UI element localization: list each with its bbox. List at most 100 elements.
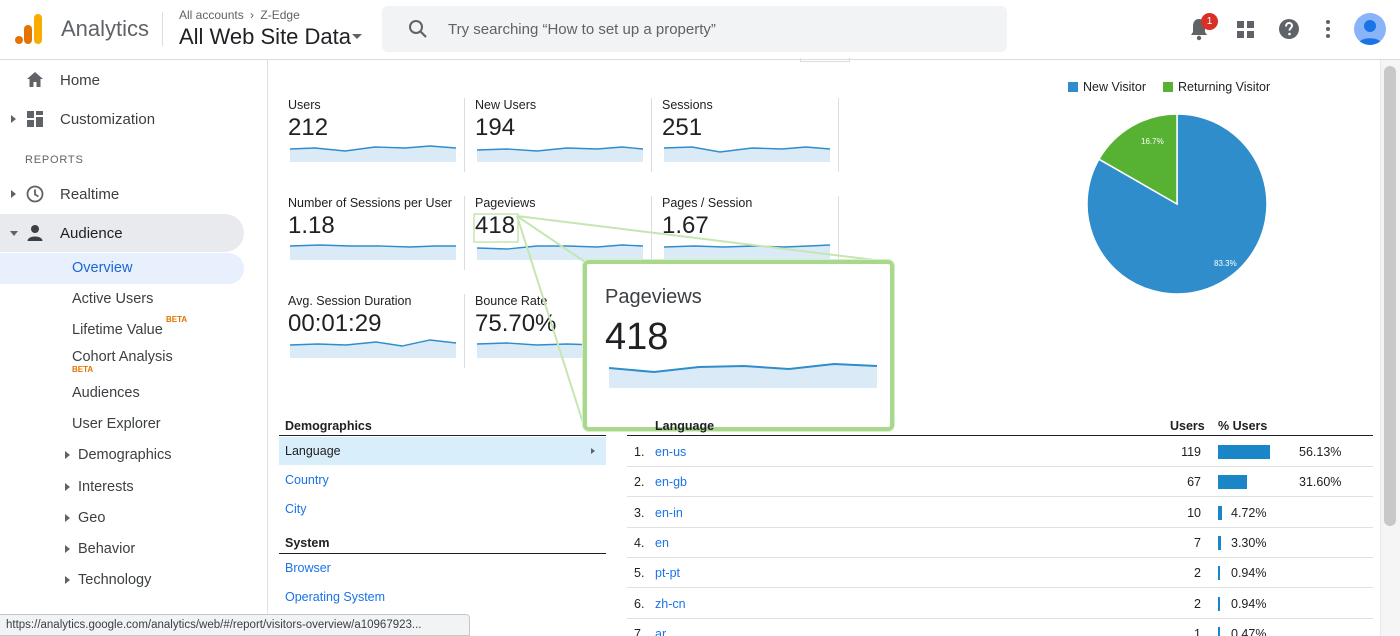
sidebar-item-overview[interactable]: Overview xyxy=(0,253,244,284)
metric-pages-per-session[interactable]: Pages / Session 1.67 xyxy=(662,196,832,270)
expand-arrow-icon[interactable] xyxy=(65,483,70,491)
search-bar[interactable]: Try searching “How to set up a property” xyxy=(382,6,1007,52)
breadcrumb[interactable]: All accounts › Z-Edge xyxy=(179,8,300,22)
pct-users-bar xyxy=(1218,535,1222,550)
sidebar-item-active-users[interactable]: Active Users xyxy=(0,284,244,315)
sidebar-item-home[interactable]: Home xyxy=(0,61,244,99)
breadcrumb-account[interactable]: All accounts xyxy=(179,8,244,22)
table-row[interactable]: 7. ar 1 0.47% xyxy=(627,619,1373,636)
expand-arrow-icon[interactable] xyxy=(65,451,70,459)
system-heading: System xyxy=(285,536,330,550)
demographics-item-city[interactable]: City xyxy=(279,495,606,523)
expand-arrow-icon[interactable] xyxy=(65,514,70,522)
caret-down-icon[interactable] xyxy=(352,34,362,39)
metric-label: Avg. Session Duration xyxy=(288,294,412,308)
column-header-users[interactable]: Users xyxy=(1170,419,1205,433)
legend-swatch xyxy=(1068,82,1078,92)
sidebar-item-lifetime-value[interactable]: Lifetime Value BETA xyxy=(0,315,244,346)
more-vert-icon[interactable] xyxy=(1324,19,1332,39)
sidebar-item-audience[interactable]: Audience xyxy=(0,214,244,252)
language-link[interactable]: zh-cn xyxy=(655,596,686,611)
language-link[interactable]: en-us xyxy=(655,445,687,459)
pct-users-value: 0.94% xyxy=(1231,566,1267,581)
system-item-operating-system[interactable]: Operating System xyxy=(279,583,606,611)
table-row[interactable]: 4. en 7 3.30% xyxy=(627,528,1373,558)
expand-arrow-icon[interactable] xyxy=(65,545,70,553)
table-row[interactable]: 2. en-gb 67 31.60% xyxy=(627,467,1373,498)
sparkline xyxy=(290,244,456,260)
language-link[interactable]: en xyxy=(655,535,669,550)
avatar[interactable] xyxy=(1354,13,1386,45)
metric-avg-session-duration[interactable]: Avg. Session Duration 00:01:29 xyxy=(288,294,458,368)
language-link[interactable]: en-in xyxy=(655,505,683,520)
sidebar-item-user-explorer[interactable]: User Explorer xyxy=(0,409,244,440)
analytics-logo-icon[interactable] xyxy=(14,12,44,46)
sidebar-item-cohort-analysis[interactable]: Cohort Analysis BETA xyxy=(0,342,244,374)
metric-value: 194 xyxy=(475,114,516,141)
pie-legend-item-new-visitor: New Visitor xyxy=(1068,80,1146,94)
metric-divider xyxy=(651,196,652,270)
sidebar-item-customization[interactable]: Customization xyxy=(0,100,244,138)
sidebar-item-realtime[interactable]: Realtime xyxy=(0,175,244,213)
expand-arrow-icon[interactable] xyxy=(11,115,16,123)
home-icon xyxy=(27,72,43,87)
row-index: 5. xyxy=(634,566,645,581)
metric-label: Sessions xyxy=(662,98,713,112)
expand-arrow-icon[interactable] xyxy=(65,576,70,584)
demographics-item-label: Country xyxy=(285,473,329,487)
pct-users-value: 0.47% xyxy=(1231,626,1267,636)
metric-divider xyxy=(464,196,465,270)
pct-users-bar xyxy=(1218,596,1220,611)
sidebar-item-technology[interactable]: Technology xyxy=(0,565,244,596)
sidebar-item-label: Demographics xyxy=(78,447,172,463)
table-row[interactable]: 3. en-in 10 4.72% xyxy=(627,498,1373,528)
clock-icon xyxy=(26,185,44,203)
sidebar-item-demographics[interactable]: Demographics xyxy=(0,440,244,471)
table-row[interactable]: 5. pt-pt 2 0.94% xyxy=(627,558,1373,589)
table-row[interactable]: 6. zh-cn 2 0.94% xyxy=(627,589,1373,619)
metric-new-users[interactable]: New Users 194 xyxy=(475,98,645,172)
breadcrumb-property[interactable]: Z-Edge xyxy=(260,8,300,22)
users-value: 10 xyxy=(1187,505,1201,520)
pie-slice-returning-visitor[interactable] xyxy=(1097,113,1178,206)
metric-value: 75.70% xyxy=(475,310,557,337)
column-header-language[interactable]: Language xyxy=(655,419,715,433)
scrollbar-thumb[interactable] xyxy=(1384,66,1396,526)
metric-sessions[interactable]: Sessions 251 xyxy=(662,98,832,172)
language-link[interactable]: ar xyxy=(655,626,667,636)
row-index: 6. xyxy=(634,596,645,611)
table-row[interactable]: 1. en-us 119 56.13% xyxy=(627,437,1373,467)
sparkline xyxy=(290,339,456,358)
users-value: 7 xyxy=(1194,535,1201,550)
sidebar-item-label: Active Users xyxy=(72,291,154,307)
pct-users-value: 0.94% xyxy=(1231,596,1267,611)
apps-grid-icon[interactable] xyxy=(1237,21,1254,38)
system-item-browser[interactable]: Browser xyxy=(279,554,606,582)
sidebar-item-label: Overview xyxy=(72,260,133,276)
legend-label: New Visitor xyxy=(1083,80,1146,94)
metric-pageviews[interactable]: Pageviews 418 xyxy=(475,196,645,270)
expand-arrow-icon[interactable] xyxy=(11,190,16,198)
legend-swatch xyxy=(1163,82,1173,92)
sidebar-item-behavior[interactable]: Behavior xyxy=(0,534,244,565)
app-name: Analytics xyxy=(61,16,150,41)
sidebar-item-audiences[interactable]: Audiences xyxy=(0,378,244,409)
language-link[interactable]: pt-pt xyxy=(655,566,681,581)
pct-users-bar xyxy=(1218,445,1270,459)
sidebar-item-interests[interactable]: Interests xyxy=(0,472,244,503)
column-header-pct-users[interactable]: % Users xyxy=(1218,419,1268,433)
sidebar-item-geo[interactable]: Geo xyxy=(0,503,244,534)
view-selector[interactable]: All Web Site Data xyxy=(179,24,352,49)
demographics-item-country[interactable]: Country xyxy=(279,466,606,494)
language-link[interactable]: en-gb xyxy=(655,475,687,490)
metric-label: Bounce Rate xyxy=(475,294,548,308)
metric-sessions-per-user[interactable]: Number of Sessions per User 1.18 xyxy=(288,196,458,270)
visitor-pie-chart[interactable]: 83.3% 16.7% xyxy=(1084,111,1270,297)
help-icon[interactable] xyxy=(1278,18,1300,40)
collapse-arrow-icon[interactable] xyxy=(10,231,18,236)
demographics-item-language[interactable]: Language xyxy=(279,437,606,465)
metric-users[interactable]: Users 212 xyxy=(288,98,458,172)
search-placeholder[interactable]: Try searching “How to set up a property” xyxy=(448,21,716,38)
row-index: 3. xyxy=(634,505,645,520)
demographics-item-label: City xyxy=(285,502,307,516)
